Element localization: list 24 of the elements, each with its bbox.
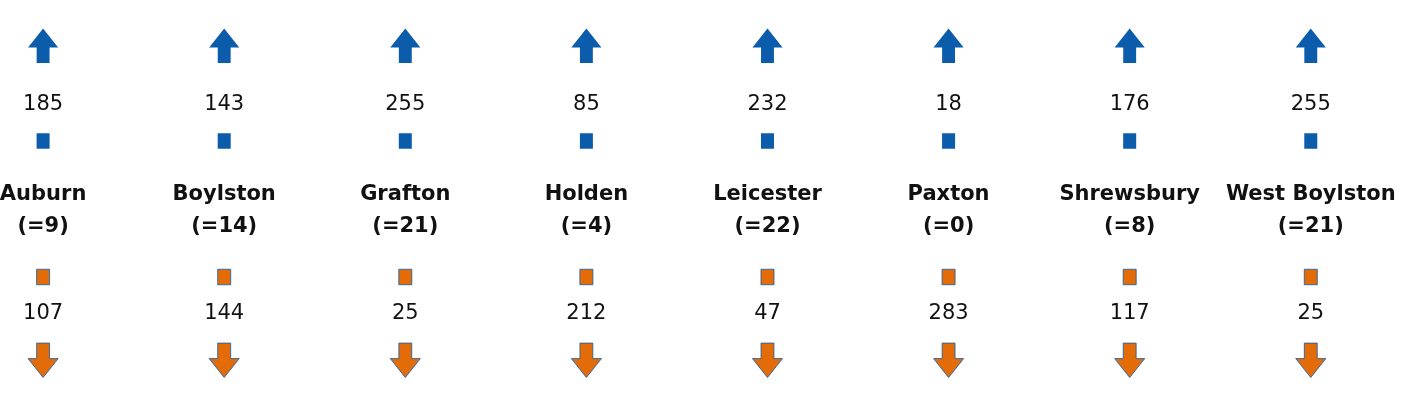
data-label: 255: [1290, 91, 1331, 115]
data-label: 25: [1297, 300, 1325, 324]
data-label: 18: [935, 91, 962, 115]
data-label: 232: [747, 91, 788, 115]
data-label: 143: [204, 91, 245, 115]
category-label: Holden (=4): [544, 181, 629, 237]
category-label: Boylston (=14): [172, 181, 276, 237]
data-label: 47: [754, 300, 781, 324]
data-label: 185: [23, 91, 64, 115]
data-label: 117: [1109, 300, 1150, 324]
category-label: West Boylston (=21): [1225, 181, 1396, 237]
data-label: 176: [1109, 91, 1150, 115]
data-label: 283: [928, 300, 969, 324]
category-label: Paxton (=0): [907, 181, 990, 237]
category-label: Grafton (=21): [360, 181, 451, 237]
data-label: 144: [204, 300, 245, 324]
category-label: Leicester (=22): [713, 181, 823, 237]
data-label: 255: [385, 91, 426, 115]
data-label: 107: [23, 300, 64, 324]
data-label: 212: [566, 300, 607, 324]
category-label: Shrewsbury (=8): [1059, 181, 1201, 237]
data-label: 85: [573, 91, 600, 115]
data-label: 25: [391, 300, 419, 324]
category-label: Auburn (=9): [0, 181, 87, 237]
